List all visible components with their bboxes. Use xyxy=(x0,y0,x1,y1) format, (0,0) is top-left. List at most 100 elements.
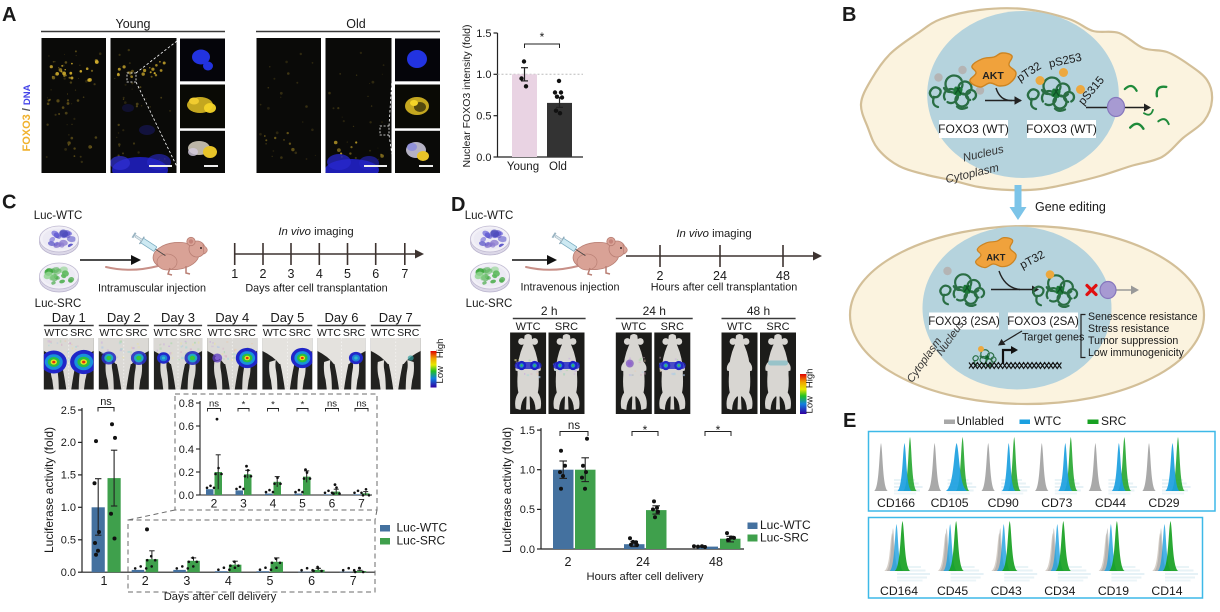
svg-text:FOXO3 (WT): FOXO3 (WT) xyxy=(1026,122,1097,136)
svg-text:B: B xyxy=(842,4,856,26)
svg-text:D: D xyxy=(451,194,465,216)
svg-text:Luciferase activity (fold): Luciferase activity (fold) xyxy=(500,427,514,553)
svg-text:Days after cell delivery: Days after cell delivery xyxy=(164,591,277,603)
svg-text:SRC: SRC xyxy=(125,327,148,339)
svg-text:ns: ns xyxy=(356,399,366,410)
svg-text:ns: ns xyxy=(209,399,219,410)
svg-text:WTC: WTC xyxy=(44,327,68,339)
svg-text:Old: Old xyxy=(549,161,567,173)
svg-text:Day 6: Day 6 xyxy=(325,310,359,325)
svg-text:*: * xyxy=(271,400,275,411)
svg-text:Luc-WTC: Luc-WTC xyxy=(34,210,83,222)
svg-text:Day 3: Day 3 xyxy=(161,310,195,325)
svg-text:CD73: CD73 xyxy=(1041,496,1072,510)
svg-text:Target genes: Target genes xyxy=(1022,332,1085,344)
svg-text:0.6: 0.6 xyxy=(179,421,194,433)
svg-text:CD44: CD44 xyxy=(1095,496,1126,510)
svg-text:Luc-SRC: Luc-SRC xyxy=(760,531,809,545)
svg-text:0.5: 0.5 xyxy=(520,504,535,516)
svg-text:2.5: 2.5 xyxy=(61,405,76,417)
svg-text:*: * xyxy=(643,423,648,437)
svg-text:Day 7: Day 7 xyxy=(379,310,413,325)
svg-text:WTC: WTC xyxy=(263,327,287,339)
svg-text:AKT: AKT xyxy=(982,70,1004,82)
svg-text:48: 48 xyxy=(776,269,790,283)
svg-text:WTC: WTC xyxy=(154,327,178,339)
svg-text:1.5: 1.5 xyxy=(520,425,535,437)
svg-text:CD164: CD164 xyxy=(880,584,918,598)
svg-text:3: 3 xyxy=(240,497,247,511)
svg-text:SRC: SRC xyxy=(397,327,420,339)
svg-text:Low High: Low High xyxy=(805,369,816,414)
svg-text:CD29: CD29 xyxy=(1148,496,1179,510)
svg-text:Hours after cell transplantati: Hours after cell transplantation xyxy=(651,282,797,294)
svg-text:WTC: WTC xyxy=(621,321,646,333)
svg-text:0.0: 0.0 xyxy=(61,567,76,579)
svg-text:E: E xyxy=(843,410,856,432)
svg-text:ns: ns xyxy=(100,396,112,408)
svg-text:CD45: CD45 xyxy=(937,584,968,598)
svg-text:CD166: CD166 xyxy=(877,496,915,510)
svg-text:1.0: 1.0 xyxy=(61,502,76,514)
svg-text:SRC: SRC xyxy=(289,327,312,339)
svg-text:0.0: 0.0 xyxy=(179,490,194,502)
svg-text:1.0: 1.0 xyxy=(476,69,491,81)
svg-text:4: 4 xyxy=(225,574,232,588)
svg-text:CD105: CD105 xyxy=(931,496,969,510)
svg-text:FOXO3 (2SA): FOXO3 (2SA) xyxy=(928,316,1000,328)
svg-text:SRC: SRC xyxy=(70,327,93,339)
svg-text:C: C xyxy=(2,192,16,214)
svg-text:ns: ns xyxy=(327,399,337,410)
svg-text:Young: Young xyxy=(116,17,151,31)
svg-text:CD43: CD43 xyxy=(991,584,1022,598)
svg-text:WTC: WTC xyxy=(1034,414,1062,428)
svg-text:1.5: 1.5 xyxy=(476,28,491,40)
svg-text:CD34: CD34 xyxy=(1044,584,1075,598)
svg-text:SRC: SRC xyxy=(234,327,257,339)
svg-text:FOXO3 / DNA: FOXO3 / DNA xyxy=(21,84,33,151)
svg-text:24: 24 xyxy=(713,269,727,283)
svg-text:In vivo imaging: In vivo imaging xyxy=(676,228,751,240)
svg-text:Day 5: Day 5 xyxy=(270,310,304,325)
svg-text:WTC: WTC xyxy=(516,321,541,333)
svg-text:Luc-WTC: Luc-WTC xyxy=(397,520,448,534)
svg-text:Stress resistance: Stress resistance xyxy=(1088,323,1169,335)
svg-text:4: 4 xyxy=(316,267,323,281)
svg-text:WTC: WTC xyxy=(208,327,232,339)
svg-text:Luc-SRC: Luc-SRC xyxy=(466,298,513,310)
svg-text:Hours after cell delivery: Hours after cell delivery xyxy=(587,571,704,583)
svg-text:1: 1 xyxy=(101,574,108,588)
svg-text:0.0: 0.0 xyxy=(520,544,535,556)
svg-text:2: 2 xyxy=(211,497,218,511)
svg-text:WTC: WTC xyxy=(727,321,752,333)
svg-text:7: 7 xyxy=(401,267,408,281)
svg-text:*: * xyxy=(242,400,246,411)
svg-text:Young: Young xyxy=(507,161,539,173)
svg-text:Old: Old xyxy=(346,17,366,31)
svg-text:2: 2 xyxy=(260,267,267,281)
svg-text:0.5: 0.5 xyxy=(476,110,491,122)
svg-text:24 h: 24 h xyxy=(643,304,666,318)
svg-text:0.4: 0.4 xyxy=(179,444,194,456)
svg-text:0.0: 0.0 xyxy=(476,152,491,164)
svg-text:1.5: 1.5 xyxy=(61,470,76,482)
svg-text:FOXO3 (WT): FOXO3 (WT) xyxy=(938,122,1009,136)
svg-text:24: 24 xyxy=(636,555,650,569)
svg-text:7: 7 xyxy=(350,574,357,588)
svg-text:Unlabled: Unlabled xyxy=(957,414,1004,428)
svg-text:Luc-SRC: Luc-SRC xyxy=(35,298,82,310)
svg-text:FOXO3 (2SA): FOXO3 (2SA) xyxy=(1007,316,1079,328)
svg-text:Tumor suppression: Tumor suppression xyxy=(1088,335,1178,347)
svg-text:A: A xyxy=(2,4,16,26)
svg-text:Low High: Low High xyxy=(435,339,446,384)
svg-text:SRC: SRC xyxy=(555,321,578,333)
svg-text:Luciferase activity (fold): Luciferase activity (fold) xyxy=(42,427,56,553)
svg-text:48: 48 xyxy=(709,555,723,569)
svg-text:Day 2: Day 2 xyxy=(107,310,141,325)
svg-text:SRC: SRC xyxy=(1101,414,1127,428)
svg-text:5: 5 xyxy=(299,497,306,511)
svg-text:CD19: CD19 xyxy=(1098,584,1129,598)
svg-text:*: * xyxy=(540,30,545,44)
svg-text:2: 2 xyxy=(565,555,572,569)
svg-text:3: 3 xyxy=(183,574,190,588)
